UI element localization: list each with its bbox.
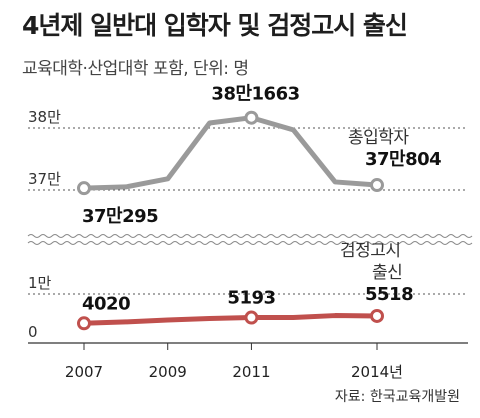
data-point — [77, 316, 91, 331]
chart-title: 4년제 일반대 입학자 및 검정고시 출신 — [22, 11, 408, 40]
data-label: 5518 — [365, 284, 413, 305]
series-name: 총입학자 — [348, 128, 409, 148]
series-name: 출신 — [372, 263, 402, 283]
axis-break — [27, 241, 473, 245]
x-tick-label: 2011 — [232, 363, 270, 381]
chart-subtitle: 교육대학·산업대학 포함, 단위: 명 — [22, 59, 249, 79]
y-tick-label: 37만 — [28, 170, 61, 188]
data-point — [77, 181, 91, 196]
x-tick-label: 2009 — [149, 363, 187, 381]
data-point — [244, 310, 259, 325]
y-tick-label: 1만 — [28, 274, 52, 292]
y-tick-label: 0 — [28, 323, 38, 341]
series-line — [81, 313, 380, 326]
series-name: 검정고시 — [340, 241, 401, 261]
data-label: 4020 — [82, 293, 130, 314]
data-label: 37만295 — [82, 206, 158, 227]
source-note: 자료: 한국교육개발원 — [334, 389, 460, 405]
data-point — [370, 308, 384, 323]
data-label: 37만804 — [365, 149, 441, 170]
series-line — [81, 115, 380, 191]
axis-break — [27, 234, 473, 238]
data-label: 5193 — [227, 288, 275, 309]
data-label: 38만1663 — [211, 84, 299, 105]
data-point — [244, 110, 259, 125]
x-tick-label: 2014년 — [351, 363, 403, 381]
data-point — [370, 178, 384, 193]
x-tick-label: 2007 — [65, 363, 103, 381]
y-tick-label: 38만 — [28, 108, 61, 126]
